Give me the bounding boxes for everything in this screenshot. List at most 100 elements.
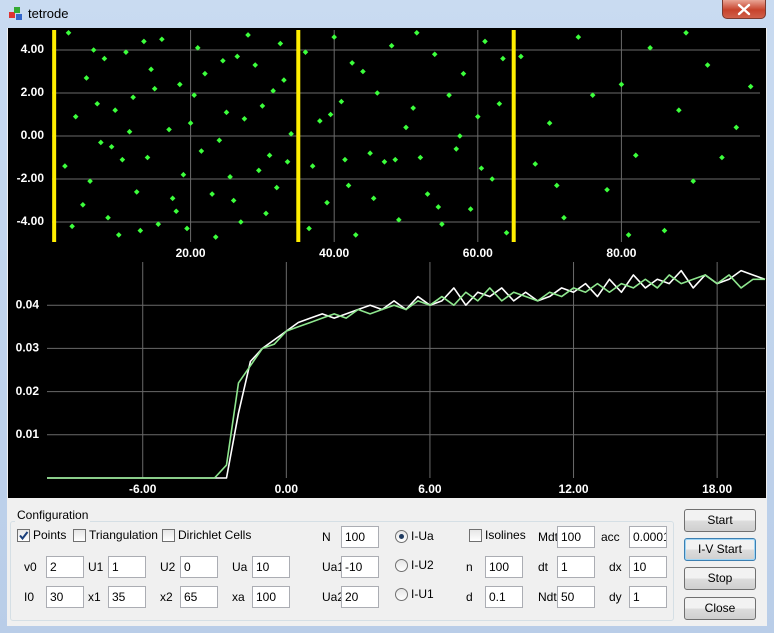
field-input[interactable]: 50 [557,586,595,608]
app-icon [9,7,22,20]
field-input[interactable]: 0 [180,556,218,578]
particle-point [503,229,510,236]
field-input[interactable]: 2 [46,556,84,578]
field-label: x1 [88,590,101,604]
particle-point [155,221,162,227]
particle-point [352,232,359,238]
checkbox[interactable] [17,529,30,542]
particle-point [342,156,348,163]
button[interactable]: I-V Start [684,538,756,561]
field-input[interactable]: 0.0001 [629,526,667,548]
particle-point [220,57,226,64]
particle-point [370,195,377,202]
field-label: acc [601,530,620,544]
field-label: I0 [24,590,35,604]
radio-button[interactable] [395,559,408,572]
y-tick-label: -4.00 [17,214,45,228]
particle-point [277,40,284,47]
radio-label[interactable]: I-U1 [411,587,434,601]
particle-point [349,60,355,66]
x-tick-label: 80.00 [606,246,636,260]
field-input[interactable]: 35 [108,586,146,608]
particle-point [62,163,68,169]
particle-point [338,98,345,105]
particle-point [500,55,506,62]
particle-point [259,103,266,109]
radio-button[interactable] [395,588,408,601]
particle-point [108,143,115,150]
field-input[interactable]: 30 [46,586,84,608]
radio-label[interactable]: I-U2 [411,558,434,572]
field-input[interactable]: 65 [180,586,218,608]
particle-point [151,85,158,92]
field-input[interactable]: 10 [252,556,290,578]
particle-point [198,148,205,154]
particle-point [496,100,503,107]
particle-point [184,225,190,232]
checkbox[interactable] [162,529,175,542]
radio-label[interactable]: I-Ua [411,529,434,543]
particle-point [281,77,287,83]
field-input[interactable]: 1 [557,556,595,578]
field-input[interactable]: -10 [341,556,379,578]
checkbox-label[interactable]: Dirichlet Cells [178,528,252,542]
particle-point [561,214,567,221]
particle-point [575,34,582,40]
particle-point [137,227,144,234]
window-title: tetrode [28,6,69,21]
config-group [10,521,674,621]
field-input[interactable]: 100 [485,556,523,578]
checkbox-label[interactable]: Points [33,528,67,542]
field-input[interactable]: 20 [341,586,379,608]
field-label: Mdt [538,530,559,544]
field-label: U1 [88,560,104,574]
field-label: Ua [232,560,248,574]
particle-point [733,124,740,131]
field-input[interactable]: 0.1 [485,586,523,608]
checkbox[interactable] [73,529,86,542]
particle-point [144,154,151,161]
radio-button[interactable] [395,530,408,543]
button[interactable]: Start [684,509,756,532]
particle-point [324,199,330,206]
field-label: Ua1 [322,560,345,574]
field-input[interactable]: 10 [629,556,667,578]
y-tick-label: 0.04 [16,297,40,311]
particle-point [255,167,262,174]
particle-point [98,139,104,146]
particle-point [187,120,194,126]
field-label: Ndt [538,590,557,604]
particle-point [227,174,233,180]
particle-point [245,32,251,38]
particle-point [238,219,244,225]
field-input[interactable]: 1 [629,586,667,608]
checkbox-label[interactable]: Isolines [485,528,526,542]
particle-point [747,83,754,90]
particle-point [625,232,632,238]
particle-point [392,156,399,163]
particle-point [94,100,101,107]
y-tick-label: -2.00 [17,171,45,185]
particle-point [632,152,639,159]
particle-point [589,92,596,98]
button[interactable]: Stop [684,567,756,590]
button[interactable]: Close [684,597,756,620]
particle-point [467,206,474,212]
particle-point [424,191,431,197]
particle-point [284,159,291,165]
particle-point [230,197,237,204]
field-input[interactable]: 100 [557,526,595,548]
particle-point [101,55,108,62]
x-tick-label: 40.00 [319,246,349,260]
x-tick-label: 60.00 [463,246,493,260]
particle-point [453,146,460,152]
particle-point [180,171,187,178]
close-window-button[interactable] [722,0,766,19]
field-input[interactable]: 1 [108,556,146,578]
field-label: xa [232,590,245,604]
checkbox-label[interactable]: Triangulation [89,528,158,542]
field-input[interactable]: 100 [341,526,379,548]
checkbox[interactable] [469,529,482,542]
field-input[interactable]: 100 [252,586,290,608]
x-tick-label: -6.00 [129,482,157,496]
